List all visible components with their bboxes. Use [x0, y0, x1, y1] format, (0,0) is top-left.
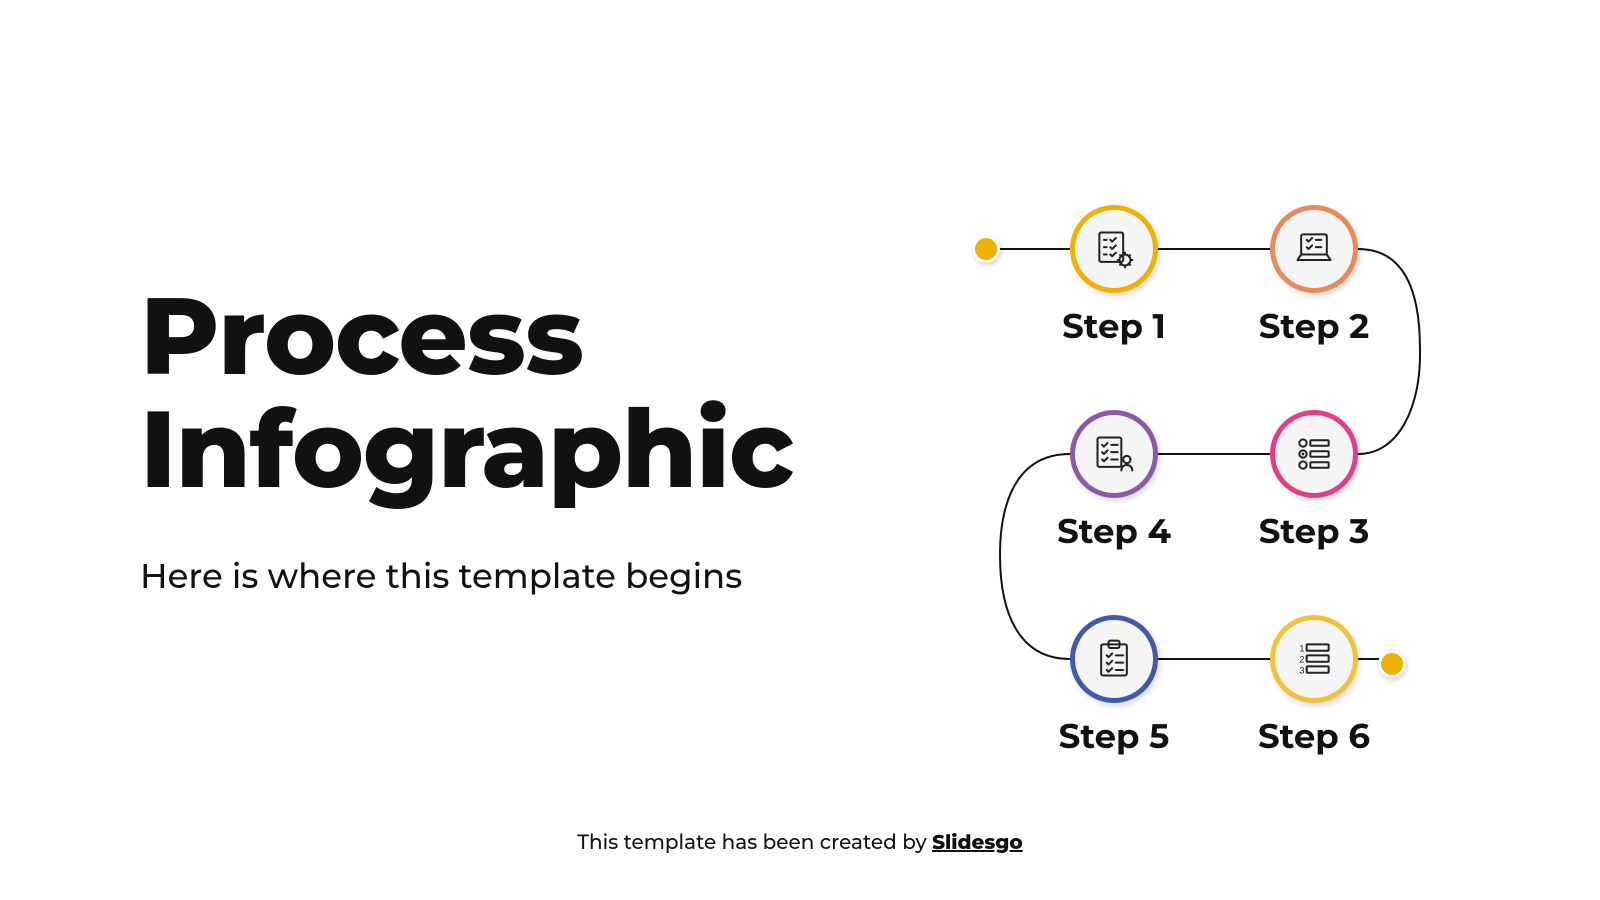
slide-subtitle: Here is where this template begins [140, 555, 742, 597]
checklist-person-icon [1092, 432, 1136, 476]
svg-text:2: 2 [1299, 655, 1304, 665]
footer-text: This template has been created by [577, 831, 932, 855]
svg-text:3: 3 [1299, 666, 1304, 676]
footer-credit: This template has been created by Slides… [0, 831, 1600, 855]
end-dot [1378, 650, 1406, 678]
step-label-4: Step 4 [1034, 510, 1194, 552]
slide-title: Process Infographic [140, 280, 793, 507]
step-node-3 [1270, 410, 1358, 498]
svg-text:1: 1 [1299, 644, 1304, 654]
title-line-2: Infographic [140, 393, 793, 506]
start-dot [972, 235, 1000, 263]
connector-layer [940, 155, 1460, 735]
slide: Process Infographic Here is where this t… [0, 0, 1600, 900]
laptop-checklist-icon [1292, 227, 1336, 271]
step-node-2 [1270, 205, 1358, 293]
checklist-gear-icon [1092, 227, 1136, 271]
step-node-6: 123 [1270, 615, 1358, 703]
step-label-2: Step 2 [1234, 305, 1394, 347]
footer-brand: Slidesgo [932, 831, 1023, 855]
step-label-6: Step 6 [1234, 715, 1394, 757]
step-node-4 [1070, 410, 1158, 498]
step-label-5: Step 5 [1034, 715, 1194, 757]
option-list-icon [1292, 432, 1336, 476]
numbered-list-icon: 123 [1292, 637, 1336, 681]
step-label-3: Step 3 [1234, 510, 1394, 552]
step-node-5 [1070, 615, 1158, 703]
clipboard-check-icon [1092, 637, 1136, 681]
step-node-1 [1070, 205, 1158, 293]
step-label-1: Step 1 [1034, 305, 1194, 347]
title-line-1: Process [140, 280, 793, 393]
process-diagram: Step 1Step 2Step 3Step 4Step 5123Step 6 [940, 155, 1460, 735]
